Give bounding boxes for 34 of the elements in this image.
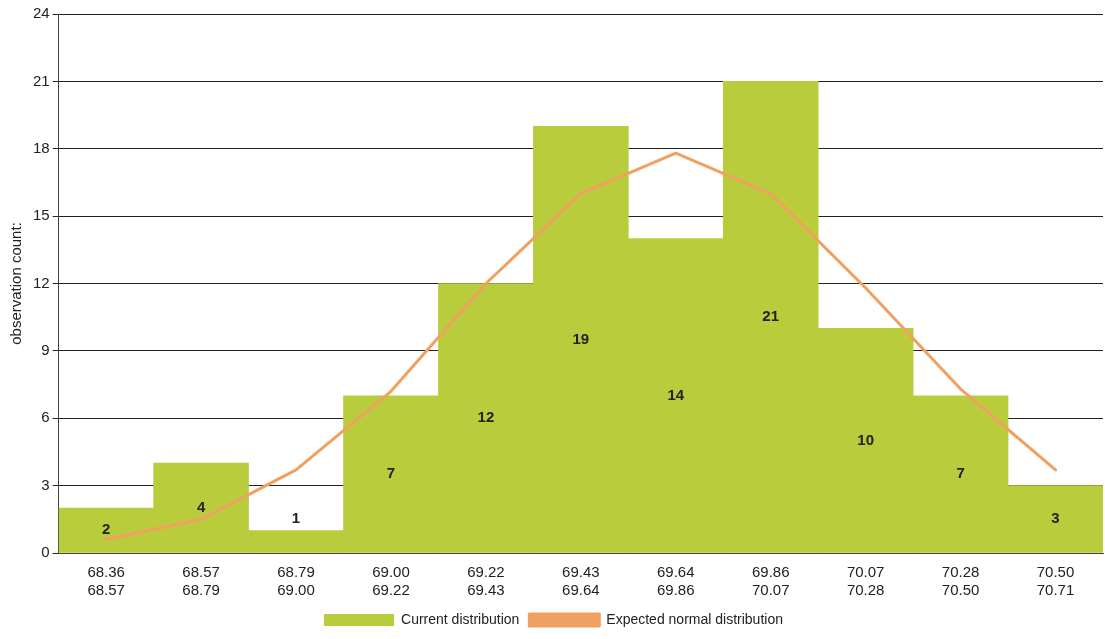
data-label: 21 — [762, 307, 780, 325]
y-tick-label: 21 — [33, 71, 50, 89]
data-label: 4 — [196, 497, 206, 515]
legend-label: Current distribution — [401, 610, 520, 627]
legend-label: Expected normal distribution — [606, 610, 783, 627]
y-tick-label: 3 — [41, 475, 50, 493]
x-tick-label: 70.50 70.71 — [1036, 563, 1075, 599]
x-tick-label: 69.64 69.86 — [657, 563, 695, 599]
data-label: 14 — [667, 385, 685, 403]
x-tick-label: 68.36 68.57 — [87, 563, 125, 599]
data-label: 3 — [1051, 509, 1060, 527]
x-tick-label: 69.86 70.07 — [751, 563, 790, 599]
y-tick-label: 0 — [41, 543, 50, 561]
data-label: 7 — [386, 464, 396, 482]
x-tick-label: 70.07 70.28 — [846, 563, 885, 599]
y-tick-label: 9 — [41, 341, 50, 359]
x-tick-label: 68.79 69.00 — [277, 563, 315, 599]
x-tick-label: 68.57 68.79 — [182, 563, 220, 599]
data-label: 19 — [572, 329, 590, 347]
x-tick-label: 69.22 69.43 — [467, 563, 505, 599]
y-tick-label: 18 — [33, 138, 50, 156]
y-tick-label: 12 — [33, 273, 50, 291]
data-label: 7 — [956, 464, 965, 482]
data-label: 10 — [857, 430, 874, 448]
data-label: 12 — [477, 408, 495, 426]
y-tick-label: 6 — [41, 408, 50, 426]
x-tick-label: 69.00 69.22 — [372, 563, 410, 599]
x-tick-label: 69.43 69.64 — [562, 563, 600, 599]
y-axis-title: observation count: — [7, 222, 25, 345]
data-label: 2 — [101, 520, 111, 538]
y-tick-label: 24 — [33, 4, 50, 22]
x-tick-label: 70.28 70.50 — [941, 563, 980, 599]
data-label: 1 — [291, 508, 301, 526]
y-tick-label: 15 — [33, 206, 50, 224]
